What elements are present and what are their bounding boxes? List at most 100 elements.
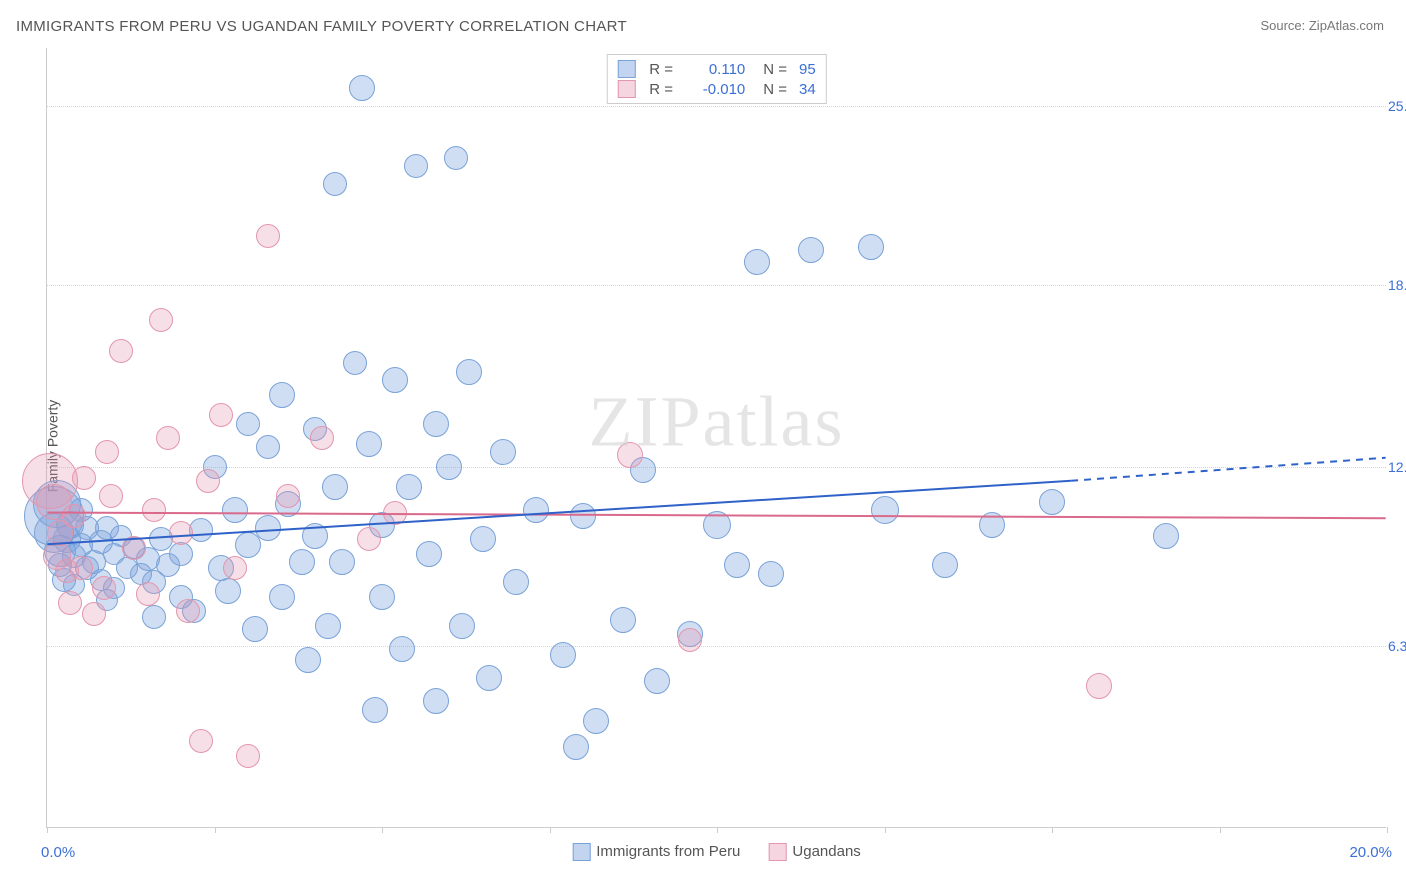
data-point-uganda[interactable]	[122, 536, 146, 560]
x-tick	[1052, 827, 1053, 833]
data-point-peru[interactable]	[295, 647, 321, 673]
data-point-peru[interactable]	[315, 613, 341, 639]
data-point-peru[interactable]	[222, 497, 248, 523]
data-point-peru[interactable]	[503, 569, 529, 595]
source-attribution: Source: ZipAtlas.com	[1260, 18, 1384, 33]
data-point-uganda[interactable]	[109, 339, 133, 363]
data-point-uganda[interactable]	[236, 744, 260, 768]
data-point-uganda[interactable]	[149, 308, 173, 332]
data-point-peru[interactable]	[382, 367, 408, 393]
x-axis-max-label: 20.0%	[1349, 844, 1392, 861]
swatch-uganda	[617, 80, 635, 98]
data-point-peru[interactable]	[644, 668, 670, 694]
data-point-peru[interactable]	[416, 541, 442, 567]
data-point-peru[interactable]	[142, 605, 166, 629]
data-point-uganda[interactable]	[209, 403, 233, 427]
data-point-peru[interactable]	[302, 523, 328, 549]
y-tick-label: 6.3%	[1380, 638, 1406, 654]
chart-title: IMMIGRANTS FROM PERU VS UGANDAN FAMILY P…	[16, 18, 627, 35]
data-point-uganda[interactable]	[1086, 673, 1112, 699]
data-point-peru[interactable]	[423, 411, 449, 437]
data-point-uganda[interactable]	[69, 556, 93, 580]
data-point-peru[interactable]	[570, 503, 596, 529]
n-value-peru: 95	[799, 61, 816, 78]
data-point-peru[interactable]	[256, 435, 280, 459]
source-link[interactable]: ZipAtlas.com	[1309, 18, 1384, 33]
data-point-peru[interactable]	[322, 474, 348, 500]
data-point-peru[interactable]	[215, 578, 241, 604]
data-point-uganda[interactable]	[72, 466, 96, 490]
data-point-peru[interactable]	[703, 511, 731, 539]
x-tick	[550, 827, 551, 833]
data-point-peru[interactable]	[255, 515, 281, 541]
data-point-peru[interactable]	[329, 549, 355, 575]
data-point-peru[interactable]	[858, 234, 884, 260]
data-point-uganda[interactable]	[169, 521, 193, 545]
data-point-peru[interactable]	[798, 237, 824, 263]
data-point-peru[interactable]	[349, 75, 375, 101]
data-point-peru[interactable]	[423, 688, 449, 714]
data-point-peru[interactable]	[449, 613, 475, 639]
data-point-uganda[interactable]	[136, 582, 160, 606]
series-legend: Immigrants from Peru Ugandans	[572, 843, 861, 861]
data-point-peru[interactable]	[289, 549, 315, 575]
data-point-uganda[interactable]	[678, 628, 702, 652]
legend-item-peru[interactable]: Immigrants from Peru	[572, 843, 740, 861]
data-point-peru[interactable]	[1039, 489, 1065, 515]
data-point-peru[interactable]	[724, 552, 750, 578]
data-point-peru[interactable]	[323, 172, 347, 196]
x-tick	[1220, 827, 1221, 833]
data-point-peru[interactable]	[436, 454, 462, 480]
data-point-uganda[interactable]	[223, 556, 247, 580]
data-point-uganda[interactable]	[99, 484, 123, 508]
data-point-peru[interactable]	[396, 474, 422, 500]
data-point-uganda[interactable]	[62, 504, 86, 528]
data-point-uganda[interactable]	[92, 576, 116, 600]
data-point-peru[interactable]	[362, 697, 388, 723]
data-point-uganda[interactable]	[176, 599, 200, 623]
data-point-peru[interactable]	[404, 154, 428, 178]
data-point-peru[interactable]	[563, 734, 589, 760]
data-point-peru[interactable]	[758, 561, 784, 587]
data-point-uganda[interactable]	[256, 224, 280, 248]
data-point-peru[interactable]	[744, 249, 770, 275]
data-point-peru[interactable]	[979, 512, 1005, 538]
data-point-uganda[interactable]	[156, 426, 180, 450]
data-point-peru[interactable]	[389, 636, 415, 662]
data-point-uganda[interactable]	[95, 440, 119, 464]
data-point-uganda[interactable]	[383, 501, 407, 525]
data-point-peru[interactable]	[369, 584, 395, 610]
data-point-peru[interactable]	[490, 439, 516, 465]
data-point-peru[interactable]	[871, 496, 899, 524]
data-point-peru[interactable]	[470, 526, 496, 552]
data-point-uganda[interactable]	[189, 729, 213, 753]
data-point-peru[interactable]	[932, 552, 958, 578]
regression-lines	[47, 48, 1386, 827]
correlation-legend: R = 0.110 N = 95 R = -0.010 N = 34	[606, 54, 826, 104]
data-point-peru[interactable]	[356, 431, 382, 457]
data-point-peru[interactable]	[550, 642, 576, 668]
data-point-peru[interactable]	[1153, 523, 1179, 549]
data-point-uganda[interactable]	[58, 591, 82, 615]
data-point-uganda[interactable]	[82, 602, 106, 626]
legend-row-uganda: R = -0.010 N = 34	[617, 79, 815, 99]
data-point-peru[interactable]	[343, 351, 367, 375]
data-point-peru[interactable]	[444, 146, 468, 170]
data-point-uganda[interactable]	[276, 484, 300, 508]
data-point-uganda[interactable]	[196, 469, 220, 493]
data-point-peru[interactable]	[242, 616, 268, 642]
x-tick	[885, 827, 886, 833]
data-point-peru[interactable]	[269, 382, 295, 408]
data-point-peru[interactable]	[583, 708, 609, 734]
data-point-uganda[interactable]	[310, 426, 334, 450]
data-point-peru[interactable]	[476, 665, 502, 691]
data-point-peru[interactable]	[269, 584, 295, 610]
data-point-peru[interactable]	[236, 412, 260, 436]
data-point-peru[interactable]	[523, 497, 549, 523]
data-point-peru[interactable]	[610, 607, 636, 633]
data-point-uganda[interactable]	[617, 442, 643, 468]
data-point-uganda[interactable]	[142, 498, 166, 522]
legend-item-uganda[interactable]: Ugandans	[768, 843, 860, 861]
data-point-peru[interactable]	[456, 359, 482, 385]
data-point-uganda[interactable]	[357, 527, 381, 551]
